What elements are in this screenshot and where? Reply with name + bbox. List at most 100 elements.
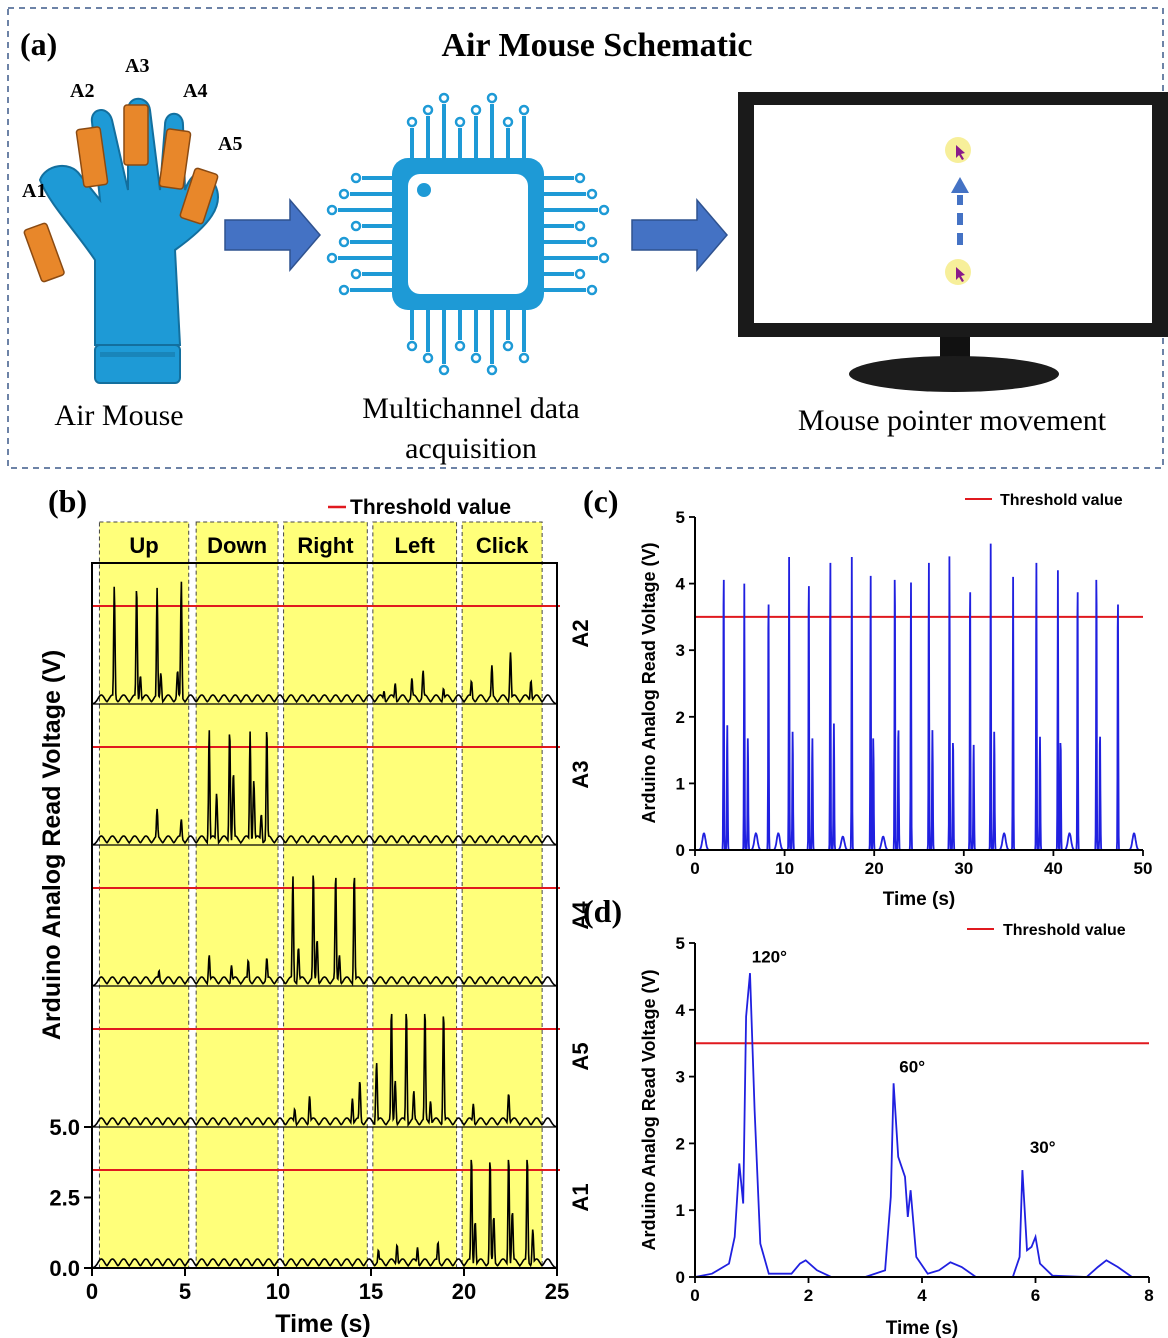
gesture-label: Down [207,533,267,558]
arrow-right-icon [224,197,321,273]
x-axis-title: Time (s) [275,1310,370,1338]
y-tick-label: 5 [676,508,685,527]
x-tick-label: 2 [804,1286,813,1305]
chip-pin-pad [326,252,338,264]
chip-pin-pad [586,236,598,248]
y-axis-title: Arduino Analog Read Voltage (V) [639,542,659,823]
chart-c-plot: 0 10 20 30 40 50 0 1 2 3 4 5 [676,508,1153,878]
sensor-label-a3: A3 [125,55,149,77]
chip-pins [326,92,610,376]
gesture-region [372,521,458,1269]
chip-pin-pad [454,340,466,352]
plot-border [91,562,558,1269]
x-tick-label: 4 [917,1286,927,1305]
x-tick-label: 10 [775,859,794,878]
channel-traces: A2 A3 A4 A5 A1 [91,581,593,1269]
chip-pin-pad [574,220,586,232]
y-axis-title: Arduino Analog Read Voltage (V) [639,969,659,1250]
axis-lines [694,517,1143,851]
plot-frame [91,562,558,1269]
x-tick-label: 40 [1044,859,1063,878]
chip-pin-pad [598,252,610,264]
gesture-region [461,521,543,1269]
panel-d-letter: (d) [583,893,622,929]
sensor-a4 [158,128,192,190]
panel-b: (b) Threshold value Up Down Right Left Click… [38,483,593,1338]
y-tick-label: 2.5 [49,1186,80,1211]
x-tick-label: 25 [545,1279,569,1304]
chip-die [408,174,528,294]
sensor-a2 [75,126,109,188]
chip-pin-pad [586,284,598,296]
channel-label: A3 [568,760,593,788]
channel-trace [91,875,558,987]
caption-chip-line1: Multichannel data [362,392,579,425]
caption-air-mouse: Air Mouse [54,399,183,432]
gesture-region [98,521,190,1269]
chip-pin-pad [406,116,418,128]
x-tick-label: 0 [690,1286,699,1305]
monitor-illustration [738,92,1168,392]
panel-a-title: Air Mouse Schematic [442,27,753,64]
chip-illustration [326,92,610,376]
chip-pin-pad [486,364,498,376]
channel-label: A2 [568,619,593,647]
y-tick-label: 1 [676,774,685,793]
x-tick-label: 8 [1144,1286,1153,1305]
y-tick-label: 0 [676,841,685,860]
peak-annotation: 60° [899,1058,925,1077]
channel-trace [91,581,558,705]
data-series-line [694,973,1149,1278]
gesture-label: Click [476,533,529,558]
glove-cuff-band [100,352,175,357]
channel-trace [91,730,558,846]
y-tick-label: 2 [676,1134,685,1153]
x-tick-label: 50 [1134,859,1153,878]
chip-pin-pad [338,236,350,248]
panel-c-letter: (c) [583,483,619,519]
glove-cuff [94,344,181,384]
channel-label: A4 [568,901,593,930]
x-axis-title: Time (s) [886,1318,959,1338]
y-axis-title: Arduino Analog Read Voltage (V) [38,650,66,1040]
threshold-lines [92,604,560,1171]
chart-d-plot: 0 2 4 6 8 0 1 2 3 4 5 120° 60° 30° [676,934,1154,1305]
chip-pin-pad [422,352,434,364]
chip-pin-pad [338,188,350,200]
gesture-region [195,521,279,1269]
caption-chip-line2: acquisition [405,432,537,465]
data-series-line [695,543,1143,851]
chip-pin-pad [574,172,586,184]
panel-d: (d) Threshold value 0 2 4 6 8 0 1 2 3 4 5 120° 60° 30… [583,893,1154,1338]
channel-label: A1 [568,1183,593,1211]
x-tick-label: 10 [266,1279,290,1304]
y-tick-label: 2 [676,708,685,727]
sensor-label-a1: A1 [22,180,46,202]
x-tick-label: 6 [1031,1286,1040,1305]
chip-pin-pad [326,204,338,216]
panel-b-letter: (b) [48,483,87,519]
chip-pin-pad [502,116,514,128]
chip-pin-pad [586,188,598,200]
y-tick-label: 4 [676,1001,686,1020]
x-tick-label: 0 [690,859,699,878]
y-tick-label: 5.0 [49,1115,80,1140]
channel-trace [91,1013,558,1128]
gesture-label: Left [395,533,436,558]
cursor-icon [956,267,965,282]
chip-pin-pad [470,352,482,364]
channel-label: A5 [568,1042,593,1070]
legend-threshold-label: Threshold value [350,496,511,519]
sensor-a3 [123,104,149,166]
axes: 0 5 10 15 20 25 0.0 2.5 5.0 [49,1115,569,1304]
y-tick-label: 1 [676,1201,685,1220]
y-tick-label: 0 [676,1268,685,1287]
x-axis-title: Time (s) [883,889,956,910]
panel-a: (a) Air Mouse Schematic A1 A2 A3 A4 A5 A… [7,7,1168,469]
sensor-label-a4: A4 [183,80,207,102]
legend-threshold-label: Threshold value [1003,922,1126,939]
chip-pin-pad [438,364,450,376]
panel-a-border [7,7,1164,469]
chip-pin-pad [518,352,530,364]
